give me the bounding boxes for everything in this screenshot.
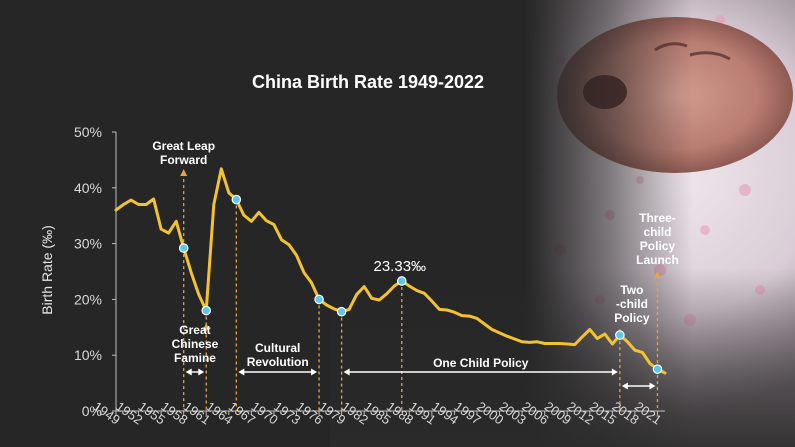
period-span-arrow-right [611,368,618,376]
event-point [396,276,407,286]
event-point [178,243,189,253]
annotation-line: Three- [639,211,676,225]
event-point [652,364,663,374]
annotation-label: One Child Policy [433,356,529,370]
period-span-arrow-right [198,368,205,376]
annotation-label: Two -child Policy [614,283,650,325]
annotation-line: Revolution [247,355,309,369]
event-point [336,306,347,317]
y-tick-label: 20% [74,291,102,307]
arrow-head [202,323,210,330]
y-tick-label: 10% [74,347,102,363]
annotation-label: Cultural Revolution [247,341,309,369]
period-span-arrow-left [343,368,350,376]
period-span-arrow-left [185,368,192,376]
annotation-line: Two [620,283,643,297]
event-markers [178,194,663,374]
annotation-line: Forward [160,153,207,167]
arrow-head [180,169,188,176]
annotation-label: 23.33‰ [374,258,427,275]
x-tick-label: 2021 [632,399,664,428]
annotations: 23.33‰ Great Leap Forward Great Chinese Famin… [152,139,679,390]
annotation-line: One Child Policy [433,356,529,370]
annotation-line: Great Leap [152,139,215,153]
axes: 0%10%20%30%40%50%19491952195519581961196… [74,124,665,427]
annotation-label: Great Chinese Famine [172,323,219,365]
period-span-arrow-left [238,368,245,376]
event-point [201,305,212,316]
event-point [615,330,625,340]
chart-title: China Birth Rate 1949-2022 [252,72,484,92]
annotation-line: child [643,225,671,239]
annotation-line: Policy [614,311,650,325]
arrow-head [653,271,661,278]
period-span-arrow-right [311,368,318,376]
annotation-label: Great Leap Forward [152,139,215,167]
y-tick-label: 0% [82,403,102,419]
birth-rate-series [114,167,667,375]
annotation-line: Policy [640,239,676,253]
event-point [314,294,324,305]
annotation-line: Chinese [172,337,219,351]
annotation-line: Great [179,323,210,337]
annotation-line: Cultural [255,341,300,355]
period-span-arrow-right [649,382,656,390]
annotation-label: Three-child Policy Launch [636,211,679,267]
birth-rate-line [114,167,667,375]
annotation-line: Launch [636,253,679,267]
period-span-arrow-left [621,382,628,390]
y-tick-label: 50% [74,124,102,140]
y-tick-label: 40% [74,180,102,196]
y-tick-label: 30% [74,236,102,252]
event-point [231,194,242,205]
annotation-line: Famine [174,351,216,365]
annotation-line: -child [616,297,648,311]
event-guide-lines [180,169,661,411]
annotation-line: 23.33‰ [374,258,427,275]
y-axis-label: Birth Rate (‰) [39,225,55,314]
